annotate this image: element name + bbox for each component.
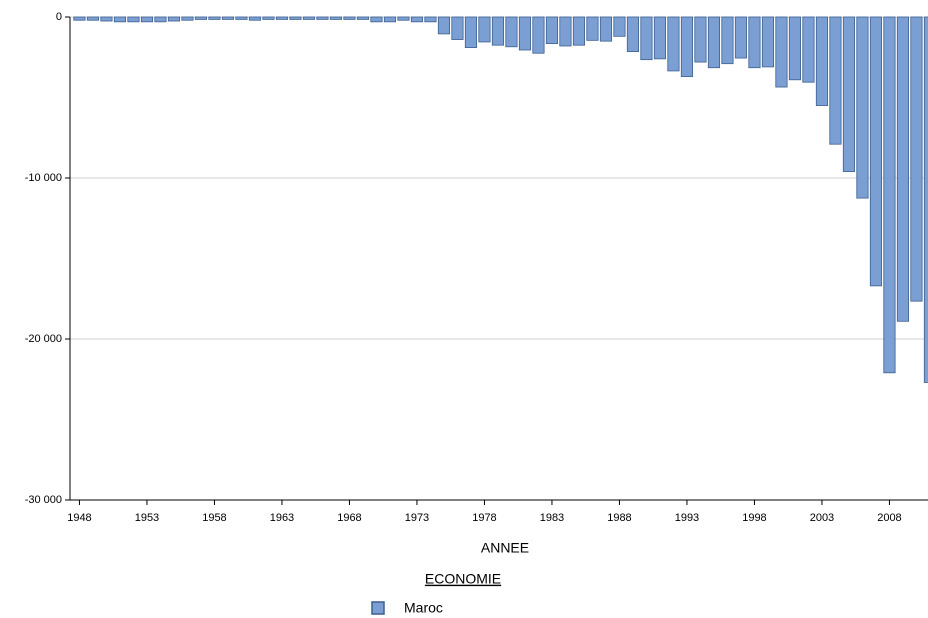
x-tick-label: 2008 <box>877 512 901 524</box>
bar <box>640 16 653 61</box>
bar <box>194 16 208 20</box>
bar <box>815 16 829 106</box>
bar <box>559 16 572 47</box>
bar <box>248 16 262 21</box>
bar <box>896 16 910 322</box>
legend-label[interactable]: Maroc <box>404 600 443 616</box>
bar <box>923 16 928 383</box>
bar <box>275 16 289 20</box>
bar <box>572 16 586 46</box>
x-tick-label: 1948 <box>67 512 91 524</box>
bar <box>869 16 883 287</box>
legend-title[interactable]: ECONOMIE <box>425 571 501 587</box>
x-axis-label: ANNEE <box>481 540 529 556</box>
bar <box>329 16 343 20</box>
bar <box>451 16 464 40</box>
bar <box>154 16 167 23</box>
x-tick-label: 1978 <box>472 512 496 524</box>
bar <box>545 16 559 44</box>
bar <box>707 16 721 69</box>
bar <box>680 16 694 77</box>
x-tick-label: 1958 <box>202 512 226 524</box>
x-tick-label: 1963 <box>270 512 294 524</box>
bar <box>626 16 640 53</box>
bar <box>316 16 329 20</box>
bar <box>748 16 761 69</box>
bar <box>478 16 491 43</box>
bar <box>883 16 896 374</box>
bar <box>343 16 356 20</box>
bar <box>842 16 856 172</box>
y-tick-label: -20 000 <box>25 333 62 345</box>
bar <box>775 16 788 88</box>
bar <box>73 16 86 21</box>
bar <box>694 16 707 63</box>
bar <box>788 16 802 81</box>
bar <box>856 16 869 199</box>
bar <box>370 16 383 23</box>
bar <box>113 16 127 23</box>
x-tick-label: 1953 <box>135 512 159 524</box>
bar <box>302 16 316 20</box>
x-tick-label: 1993 <box>675 512 699 524</box>
bar <box>127 16 140 23</box>
x-tick-label: 1983 <box>540 512 564 524</box>
bar <box>802 16 815 83</box>
bar <box>208 16 221 20</box>
bar <box>667 16 680 72</box>
bar <box>910 16 923 302</box>
x-tick-label: 1973 <box>405 512 429 524</box>
bar <box>532 16 545 54</box>
bar <box>289 16 302 20</box>
bar <box>356 16 370 20</box>
x-tick-label: 1968 <box>337 512 361 524</box>
bar <box>613 16 626 37</box>
bar <box>734 16 748 59</box>
bar <box>181 16 194 21</box>
bar <box>383 16 397 23</box>
bar <box>262 16 275 20</box>
x-tick-label: 2003 <box>810 512 834 524</box>
bar <box>410 16 424 23</box>
bar <box>829 16 842 145</box>
bar <box>761 16 775 68</box>
bar <box>721 16 734 65</box>
bar <box>221 16 235 20</box>
bar <box>586 16 599 41</box>
bar <box>397 16 410 21</box>
bar <box>167 16 181 22</box>
bar <box>424 16 437 23</box>
bar <box>235 16 248 20</box>
bar <box>599 16 613 42</box>
y-tick-label: -10 000 <box>25 172 62 184</box>
bar <box>653 16 667 60</box>
x-tick-label: 1988 <box>607 512 631 524</box>
x-tick-label: 1998 <box>742 512 766 524</box>
bar <box>86 16 100 21</box>
bar <box>505 16 518 48</box>
bar <box>491 16 505 46</box>
y-tick-label: 0 <box>56 11 62 23</box>
bar <box>100 16 113 22</box>
bar <box>437 16 451 35</box>
legend-swatch[interactable] <box>371 601 385 615</box>
bar <box>140 16 154 23</box>
bar <box>464 16 478 48</box>
y-tick-label: -30 000 <box>25 494 62 506</box>
bar <box>518 16 532 51</box>
